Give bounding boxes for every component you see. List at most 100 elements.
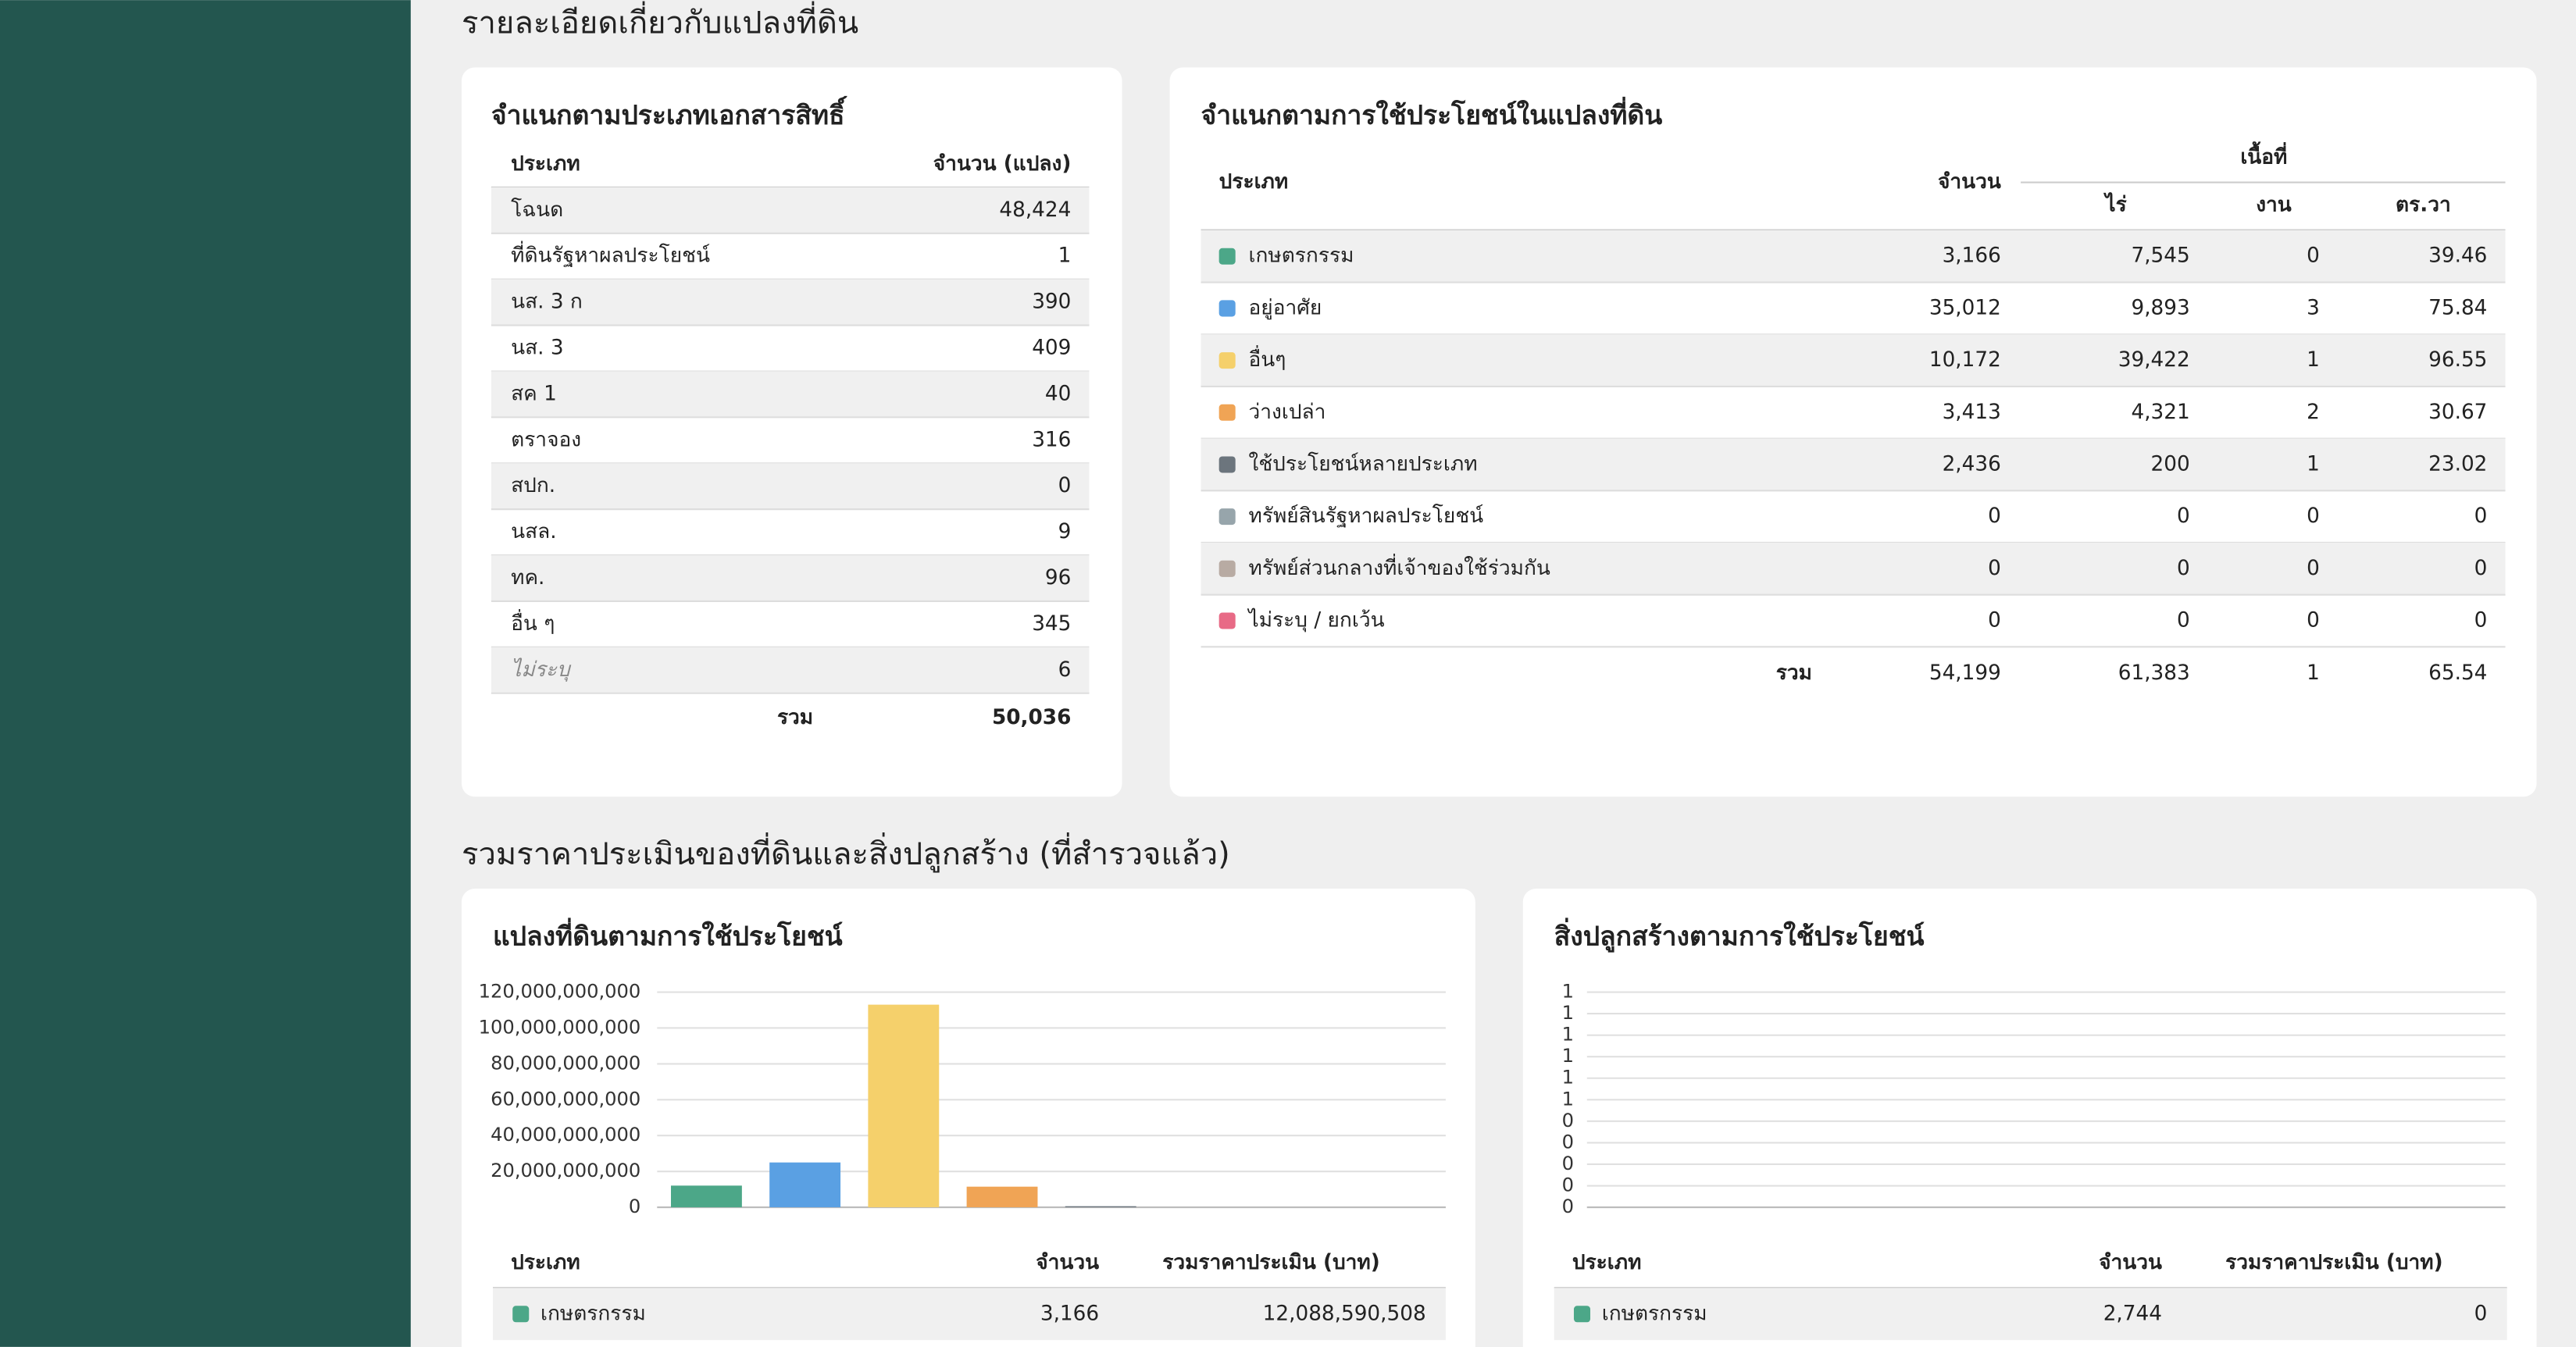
column-header: ประเภท xyxy=(1219,170,1289,194)
column-header: จำนวน xyxy=(1036,1251,1099,1274)
row-value: 409 xyxy=(1032,337,1071,360)
y-tick-label: 1 xyxy=(1562,1024,1574,1046)
y-tick-label: 1 xyxy=(1562,1088,1574,1110)
y-tick-label: 1 xyxy=(1562,1067,1574,1089)
row-label: ไม่ระบุ xyxy=(511,657,572,682)
legend-swatch xyxy=(1218,404,1236,421)
column-header: ประเภท xyxy=(511,152,580,176)
card xyxy=(462,889,1475,1347)
legend-swatch xyxy=(1218,352,1236,369)
bar xyxy=(670,1185,742,1208)
column-header: งาน xyxy=(2256,194,2292,217)
row-background xyxy=(491,555,1090,601)
legend-swatch xyxy=(1218,456,1236,473)
row-label: ทรัพย์ส่วนกลางที่เจ้าของใช้ร่วมกัน xyxy=(1249,554,1550,580)
row-value: 9 xyxy=(1058,520,1072,543)
row-value: 3,413 xyxy=(1943,401,2001,424)
row-value: 3,166 xyxy=(1040,1302,1099,1325)
column-header: ประเภท xyxy=(1572,1251,1642,1274)
row-value: 96 xyxy=(1045,566,1071,590)
y-tick-label: 20,000,000,000 xyxy=(491,1160,640,1181)
y-tick-label: 0 xyxy=(1562,1131,1574,1153)
row-background xyxy=(1201,542,2506,595)
y-tick-label: 0 xyxy=(629,1196,640,1217)
row-label: เกษตรกรรม xyxy=(1602,1302,1707,1325)
card xyxy=(1522,889,2537,1347)
row-value: 0 xyxy=(1988,608,2001,632)
y-tick-label: 1 xyxy=(1562,1002,1574,1024)
column-header: ตร.วา xyxy=(2396,194,2451,217)
legend-swatch xyxy=(1218,300,1236,317)
card-title: จำแนกตามการใช้ประโยชน์ในแปลงที่ดิน xyxy=(1201,96,1663,130)
column-header: จำนวน xyxy=(2099,1251,2162,1274)
row-label: ใช้ประโยชน์หลายประเภท xyxy=(1249,451,1478,476)
y-tick-label: 100,000,000,000 xyxy=(479,1016,641,1038)
row-value: 345 xyxy=(1032,612,1071,636)
total-value: 50,036 xyxy=(992,706,1071,729)
section-title: รายละเอียดเกี่ยวกับแปลงที่ดิน xyxy=(462,2,858,41)
row-value: 48,424 xyxy=(999,198,1071,222)
y-tick-label: 60,000,000,000 xyxy=(491,1088,640,1110)
row-value: 0 xyxy=(2307,244,2320,268)
row-value: 75.84 xyxy=(2428,296,2487,319)
bar xyxy=(966,1186,1038,1208)
card-title: จำแนกตามประเภทเอกสารสิทธิ์ xyxy=(491,95,848,130)
y-tick-label: 0 xyxy=(1562,1110,1574,1131)
total-value: 1 xyxy=(2307,661,2320,685)
total-label: รวม xyxy=(1776,661,1812,685)
row-background xyxy=(1201,438,2506,491)
row-value: 96.55 xyxy=(2428,348,2487,372)
y-tick-label: 0 xyxy=(1562,1153,1574,1174)
row-value: 12,088,590,508 xyxy=(1263,1302,1426,1325)
column-header: รวมราคาประเมิน (บาท) xyxy=(2225,1251,2443,1274)
row-label: อยู่อาศัย xyxy=(1249,296,1322,319)
row-value: 40 xyxy=(1045,382,1071,405)
row-background xyxy=(491,187,1090,233)
row-value: 35,012 xyxy=(1929,296,2001,319)
total-value: 61,383 xyxy=(2118,661,2190,685)
row-label: โฉนด xyxy=(511,198,563,222)
row-label: ไม่ระบุ / ยกเว้น xyxy=(1247,608,1385,632)
column-header: จำนวน (แปลง) xyxy=(933,152,1072,176)
total-value: 65.54 xyxy=(2428,661,2487,685)
row-background xyxy=(491,647,1090,693)
row-value: 0 xyxy=(2474,504,2488,528)
row-value: 0 xyxy=(2177,557,2190,580)
row-label: ที่ดินรัฐหาผลประโยชน์ xyxy=(511,241,710,268)
row-label: นส. 3 ก xyxy=(511,290,583,314)
y-tick-label: 40,000,000,000 xyxy=(491,1124,640,1146)
legend-swatch xyxy=(512,1306,530,1323)
row-value: 0 xyxy=(2307,504,2320,528)
row-value: 200 xyxy=(2151,452,2190,476)
total-label: รวม xyxy=(777,706,813,729)
section-title: รวมราคาประเมินของที่ดินและสิ่งปลูกสร้าง … xyxy=(462,832,1230,872)
row-label: สค 1 xyxy=(511,382,557,405)
row-value: 1 xyxy=(2307,452,2320,476)
row-label: สปก. xyxy=(511,474,555,497)
column-header: ประเภท xyxy=(511,1251,580,1274)
row-value: 316 xyxy=(1032,428,1071,451)
row-value: 39.46 xyxy=(2428,244,2487,268)
legend-swatch xyxy=(1218,612,1236,629)
column-header: รวมราคาประเมิน (บาท) xyxy=(1162,1251,1380,1274)
row-value: 0 xyxy=(2177,504,2190,528)
row-value: 0 xyxy=(2307,608,2320,632)
row-value: 2 xyxy=(2307,401,2320,424)
bar xyxy=(769,1162,841,1208)
row-background xyxy=(491,463,1090,510)
row-label: อื่นๆ xyxy=(1249,345,1286,372)
card-title: แปลงที่ดินตามการใช้ประโยชน์ xyxy=(493,918,843,952)
legend-swatch xyxy=(1573,1306,1591,1323)
row-value: 2,436 xyxy=(1943,452,2001,476)
row-label: ว่างเปล่า xyxy=(1249,401,1326,424)
row-value: 1 xyxy=(1058,244,1072,268)
row-value: 39,422 xyxy=(2118,348,2190,372)
row-value: 0 xyxy=(2474,557,2488,580)
row-label: ทค. xyxy=(511,566,544,590)
row-label: นสล. xyxy=(511,520,556,543)
row-background xyxy=(1554,1288,2507,1341)
row-label: อื่น ๆ xyxy=(511,609,555,636)
bar xyxy=(868,1004,940,1208)
row-value: 0 xyxy=(1058,474,1072,497)
